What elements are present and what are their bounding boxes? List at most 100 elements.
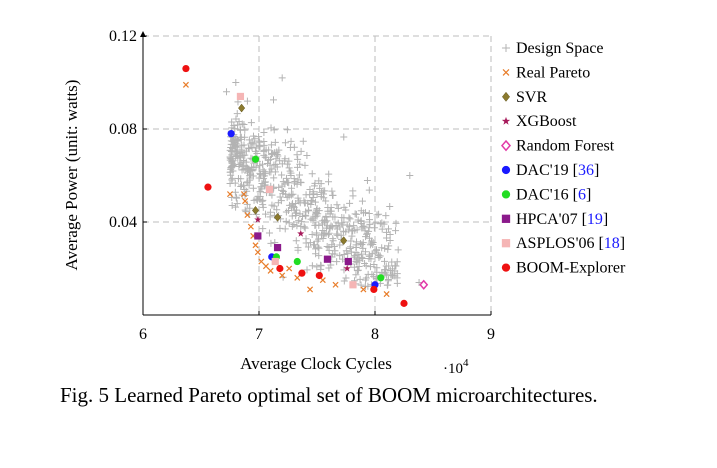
x-tick-label-6: 6 <box>139 326 147 343</box>
legend-entry-3: XGBoost <box>501 113 577 130</box>
tick-labels: 6 7 8 9 0.04 0.08 0.12 <box>109 28 495 343</box>
point-0-472 <box>265 229 273 237</box>
point-0-649 <box>284 207 292 215</box>
point-3-0 <box>254 215 262 223</box>
point-0-555 <box>359 223 367 231</box>
point-0-109 <box>352 257 360 265</box>
point-0-537 <box>315 207 323 215</box>
point-0-507 <box>275 183 283 191</box>
point-0-329 <box>271 138 279 146</box>
legend-entry-0: Design Space <box>501 40 604 57</box>
point-0-484 <box>366 220 374 228</box>
axes <box>140 31 491 316</box>
point-0-157 <box>315 252 323 260</box>
point-0-636 <box>320 190 328 198</box>
point-0-500 <box>357 217 365 225</box>
point-0-595 <box>347 237 355 245</box>
point-0-274 <box>249 184 257 192</box>
point-0-218 <box>378 225 386 233</box>
point-0-250 <box>237 182 245 190</box>
point-0-426 <box>349 187 357 195</box>
point-0-90 <box>375 210 383 218</box>
point-1-0 <box>182 81 189 88</box>
legend-marker-2 <box>501 91 511 102</box>
point-0-386 <box>333 230 341 238</box>
legend-marker-1 <box>502 68 510 76</box>
point-0-567 <box>229 145 237 153</box>
point-0-210 <box>316 184 324 192</box>
point-1-18 <box>360 286 367 293</box>
point-1-8 <box>254 249 261 256</box>
point-0-461 <box>298 218 306 226</box>
point-0-419 <box>285 164 293 172</box>
point-1-12 <box>279 272 286 279</box>
pareto-scatter-chart: 6 7 8 9 0.04 0.08 0.12 Average Clock Cycles Av… <box>62 28 626 377</box>
legend-label-9: BOOM-Explorer <box>516 260 626 277</box>
point-2-3 <box>340 236 348 246</box>
point-0-467 <box>342 274 350 282</box>
point-0-481 <box>308 231 316 239</box>
legend-entry-2: SVR <box>501 89 547 106</box>
point-0-469 <box>232 115 240 123</box>
point-0-488 <box>333 201 341 209</box>
point-0-557 <box>307 215 315 223</box>
point-6-3 <box>377 274 385 282</box>
point-0-462 <box>375 253 383 261</box>
point-0-573 <box>328 187 336 195</box>
point-0-540 <box>248 139 256 147</box>
point-0-137 <box>288 212 296 220</box>
point-0-514 <box>346 199 354 207</box>
point-0-532 <box>236 126 244 134</box>
point-0-642 <box>365 252 373 260</box>
point-0-455 <box>364 282 372 290</box>
point-1-19 <box>383 291 390 298</box>
point-0-650 <box>223 88 231 96</box>
point-0-287 <box>345 214 353 222</box>
point-0-172 <box>315 244 323 252</box>
point-0-167 <box>240 120 248 128</box>
point-0-544 <box>352 249 360 257</box>
series-design-space <box>223 74 423 291</box>
point-0-602 <box>259 203 267 211</box>
point-0-616 <box>367 239 375 247</box>
point-0-553 <box>297 222 305 230</box>
point-0-591 <box>348 227 356 235</box>
point-0-446 <box>245 136 253 144</box>
point-0-427 <box>346 244 354 252</box>
point-0-630 <box>392 227 400 235</box>
point-2-0 <box>238 103 246 113</box>
legend-marker-6 <box>501 190 511 199</box>
point-0-549 <box>270 126 278 134</box>
point-0-128 <box>253 149 261 157</box>
legend-marker-3 <box>501 116 511 125</box>
point-0-501 <box>243 200 251 208</box>
point-0-260 <box>232 203 240 211</box>
point-0-72 <box>228 174 236 182</box>
point-0-608 <box>361 259 369 267</box>
point-0-244 <box>308 262 316 270</box>
series-real-pareto <box>182 81 390 298</box>
point-0-586 <box>234 149 242 157</box>
y-axis-label: Average Power (unit: watts) <box>62 80 81 271</box>
point-0-633 <box>323 222 331 230</box>
point-8-3 <box>349 281 357 289</box>
point-1-10 <box>262 263 269 270</box>
legend: Design Space Real Pareto SVR XGBoost Random … <box>500 40 626 277</box>
legend-marker-7 <box>501 214 511 223</box>
point-0-239 <box>305 206 313 214</box>
point-1-5 <box>247 223 254 230</box>
point-0-306 <box>312 208 320 216</box>
point-0-477 <box>330 242 338 250</box>
point-0-646 <box>279 190 287 198</box>
point-0-388 <box>315 177 323 185</box>
point-3-2 <box>343 264 351 272</box>
point-0-559 <box>359 239 367 247</box>
point-0-509 <box>231 125 239 133</box>
point-0-365 <box>287 169 295 177</box>
point-0-411 <box>360 209 368 217</box>
point-1-4 <box>244 212 251 219</box>
series-xgboost <box>254 215 351 272</box>
point-0-127 <box>325 264 333 272</box>
point-0-443 <box>328 191 336 199</box>
point-0-307 <box>281 225 289 233</box>
